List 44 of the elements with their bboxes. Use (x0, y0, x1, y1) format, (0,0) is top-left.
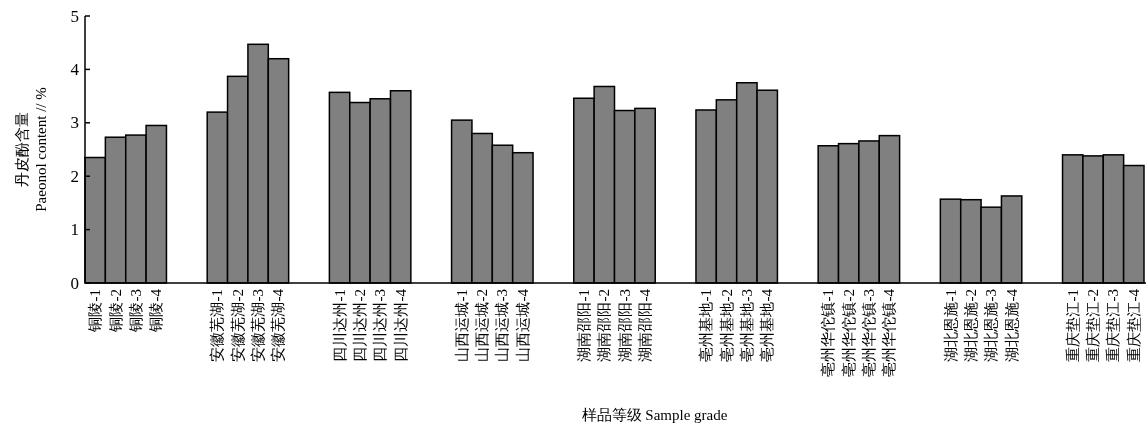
x-axis-title: 样品等级 Sample grade (581, 407, 728, 423)
x-tick-label: 湖南邵阳-2 (596, 289, 613, 362)
x-tick-label: 重庆垫江-1 (1064, 289, 1081, 362)
x-tick-label: 四川达州-2 (351, 289, 368, 362)
x-tick-label: 亳州华佗镇-4 (881, 288, 898, 377)
x-tick-label: 亳州基地-4 (759, 288, 776, 362)
x-tick-label: 重庆垫江-3 (1105, 289, 1122, 362)
x-tick-label: 湖北恩施-1 (942, 289, 959, 362)
y-axis-title: 丹皮酚含量 Paeonol content // % (14, 87, 49, 212)
y-tick-label: 0 (70, 273, 79, 293)
x-tick-label: 安徽芜湖-4 (270, 288, 287, 362)
x-tick-label: 安徽芜湖-1 (209, 289, 226, 362)
y-tick-label: 5 (70, 6, 79, 26)
x-tick-label: 湖南邵阳-1 (575, 289, 592, 362)
y-tick-label: 1 (70, 220, 79, 240)
x-tick-label: 山西运城-3 (494, 289, 511, 362)
x-tick-label: 亳州华佗镇-2 (840, 289, 857, 377)
x-tick-label: 铜陵-1 (87, 289, 104, 333)
x-tick-label: 安徽芜湖-3 (250, 289, 267, 362)
x-tick-label: 亳州基地-2 (718, 289, 735, 362)
y-tick-label: 2 (70, 166, 79, 186)
x-tick-label: 四川达州-3 (372, 289, 389, 362)
x-tick-label: 安徽芜湖-2 (229, 289, 246, 362)
x-tick-label: 四川达州-4 (392, 288, 409, 362)
y-tick-label: 4 (70, 59, 80, 79)
x-tick-label: 铜陵-3 (127, 289, 144, 333)
y-tick-label: 3 (70, 113, 79, 133)
x-tick-label: 湖南邵阳-3 (616, 289, 633, 362)
x-tick-label: 亳州华佗镇-3 (861, 289, 878, 377)
x-tick-label: 湖北恩施-2 (962, 289, 979, 362)
x-tick-label: 铜陵-4 (148, 288, 165, 333)
x-tick-label: 山西运城-4 (514, 288, 531, 362)
x-tick-label: 亳州基地-1 (698, 289, 715, 362)
x-tick-label: 山西运城-1 (453, 289, 470, 362)
x-tick-label: 铜陵-2 (107, 289, 124, 333)
x-tick-label: 重庆垫江-2 (1085, 289, 1102, 362)
x-tick-label: 山西运城-2 (474, 289, 491, 362)
x-tick-label: 四川达州-1 (331, 289, 348, 362)
x-tick-label: 亳州华佗镇-1 (820, 289, 837, 377)
x-tick-label: 湖北恩施-4 (1003, 288, 1020, 362)
x-tick-label: 亳州基地-3 (738, 289, 755, 362)
x-tick-label: 湖南邵阳-4 (637, 288, 654, 362)
x-tick-label: 重庆垫江-4 (1125, 288, 1142, 362)
x-tick-label: 湖北恩施-3 (983, 289, 1000, 362)
